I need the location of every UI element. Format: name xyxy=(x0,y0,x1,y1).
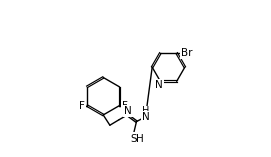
Text: H: H xyxy=(142,106,149,116)
Text: N: N xyxy=(124,106,132,116)
Text: F: F xyxy=(79,101,85,111)
Text: N: N xyxy=(142,112,149,122)
Text: S: S xyxy=(130,133,137,143)
Text: F: F xyxy=(122,101,128,111)
Text: H: H xyxy=(137,133,144,143)
Text: Br: Br xyxy=(181,48,192,58)
Text: N: N xyxy=(155,80,163,90)
